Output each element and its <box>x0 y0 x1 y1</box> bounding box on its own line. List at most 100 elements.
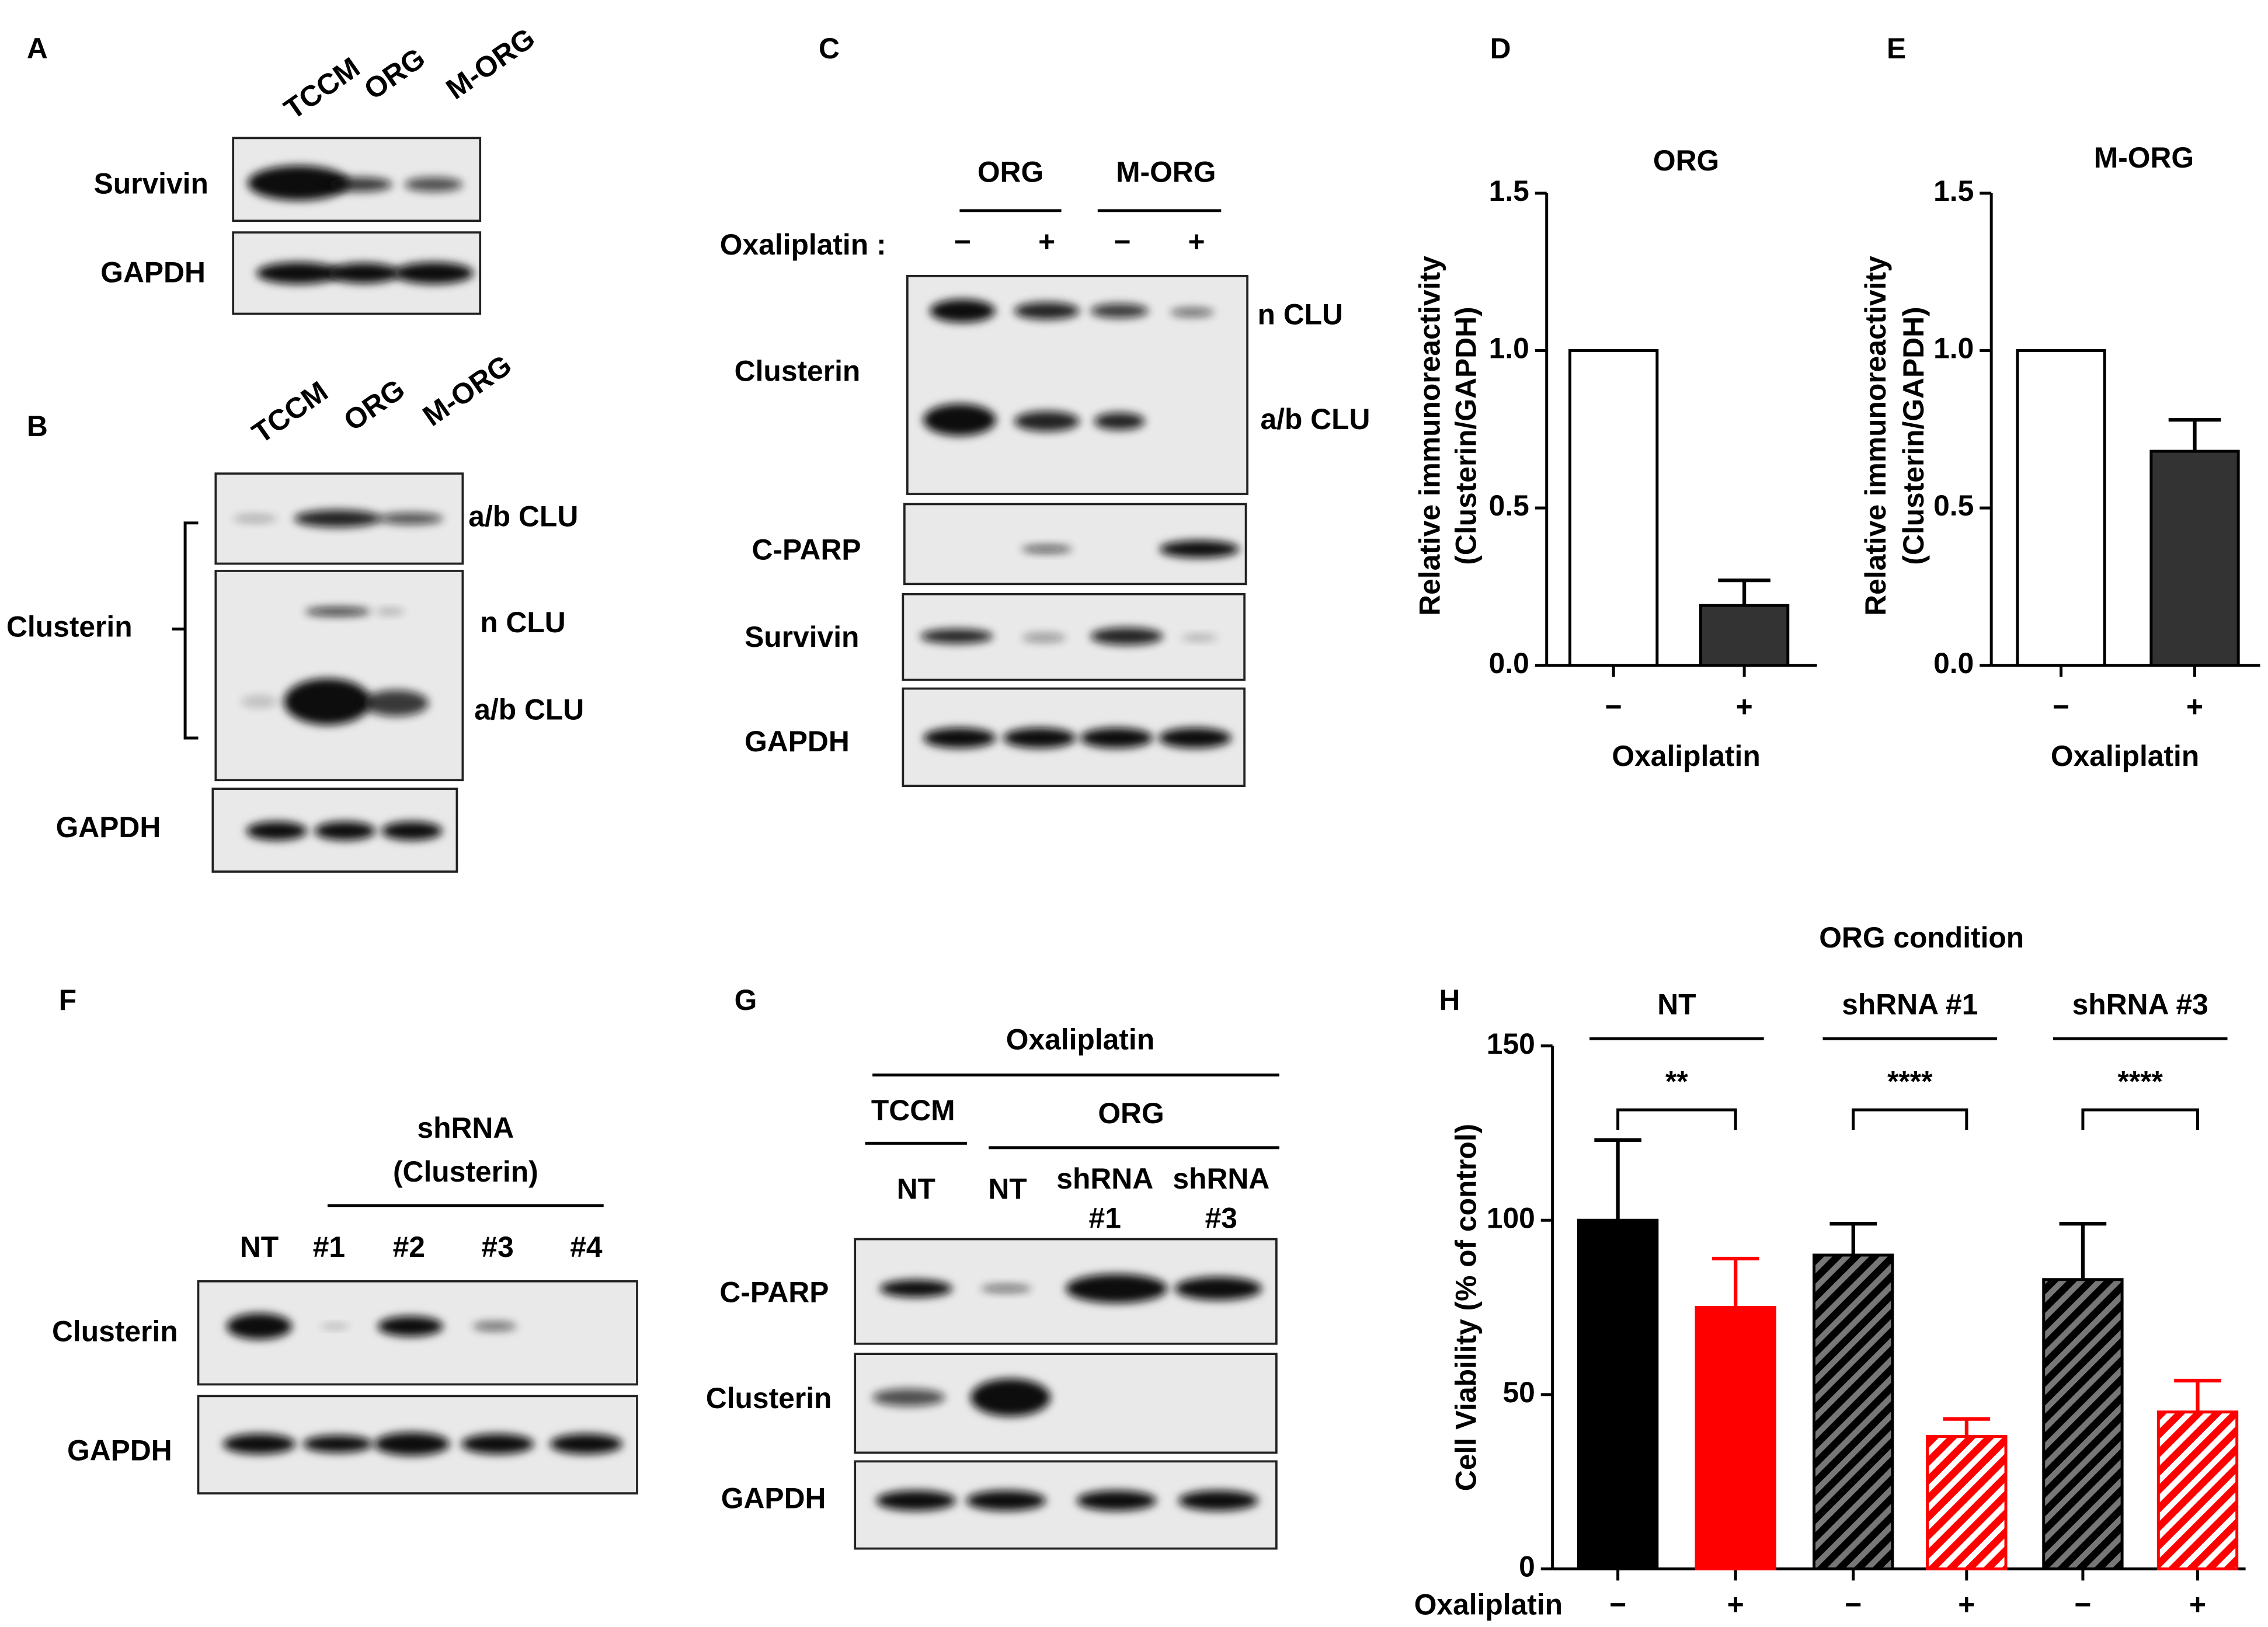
significance-label: ** <box>1665 1065 1688 1098</box>
band <box>1181 635 1218 641</box>
band <box>248 165 350 201</box>
band <box>872 1388 945 1406</box>
significance-bracket <box>2081 1108 2199 1130</box>
error-bar <box>1718 579 1770 606</box>
band <box>980 1284 1032 1292</box>
band <box>1159 540 1240 558</box>
bar <box>1813 1253 1894 1570</box>
band <box>923 403 996 436</box>
significance-bracket <box>1852 1108 1968 1130</box>
chart-title: ORG <box>1653 144 1719 177</box>
band-label: a/b CLU <box>468 500 578 532</box>
bar <box>2156 1410 2239 1570</box>
panel-letter: E <box>1887 32 1906 65</box>
x-axis-title: Oxaliplatin <box>2051 740 2199 772</box>
blot <box>214 570 464 782</box>
row-label: C-PARP <box>752 534 861 566</box>
group-label: ORG <box>978 156 1043 189</box>
y-tick-label: 0.5 <box>1489 489 1529 522</box>
x-axis-title: Oxaliplatin <box>1612 740 1760 772</box>
band <box>1159 727 1232 748</box>
lane-label: #2 <box>393 1231 425 1263</box>
y-axis-title: Cell Viability (% of control) <box>1449 1124 1482 1491</box>
lane-label: shRNA <box>1173 1162 1269 1195</box>
panel-letter: C <box>819 32 840 65</box>
group-label: NT <box>1657 988 1696 1021</box>
band <box>363 689 429 716</box>
band <box>1022 633 1066 642</box>
band <box>256 262 341 284</box>
band <box>246 821 308 841</box>
y-axis-title: Relative immunoreactivity <box>1413 256 1446 616</box>
y-tick-label: 100 <box>1487 1201 1535 1234</box>
significance-label: **** <box>2117 1065 2163 1098</box>
band <box>1014 411 1080 432</box>
y-tick-label: 1.5 <box>1933 175 1974 207</box>
panel-letter: G <box>735 984 757 1016</box>
header-label: shRNA <box>417 1112 514 1144</box>
band <box>1003 727 1076 748</box>
band <box>472 1322 517 1331</box>
chart-title: M-ORG <box>2094 141 2194 174</box>
sign-label: − <box>1114 225 1131 258</box>
band <box>222 1434 296 1454</box>
band <box>284 678 371 725</box>
y-tick-label: 0 <box>1519 1551 1535 1583</box>
blot <box>854 1353 1278 1454</box>
bar <box>2016 349 2106 667</box>
error-bar <box>2059 1222 2107 1280</box>
row-label: Survivin <box>745 621 859 653</box>
band <box>1021 545 1073 553</box>
band <box>876 1490 956 1511</box>
panel-letter: B <box>27 410 48 443</box>
band-label: n CLU <box>480 606 565 639</box>
treatment-label: Oxaliplatin : <box>720 228 886 261</box>
x-axis-title: Oxaliplatin <box>1414 1588 1563 1621</box>
y-tick-label: 150 <box>1487 1027 1535 1060</box>
band <box>1066 1274 1168 1304</box>
group-label: shRNA #1 <box>1842 988 1978 1021</box>
y-tick-label: 0.0 <box>1933 647 1974 680</box>
band <box>320 1324 350 1329</box>
y-axis-title: Relative immunoreactivity <box>1859 256 1892 616</box>
panel-letter: A <box>27 32 48 65</box>
band <box>326 177 392 192</box>
band <box>1094 412 1145 430</box>
band <box>930 299 996 323</box>
bar <box>1699 604 1790 667</box>
band <box>404 177 463 192</box>
significance-bracket <box>1616 1108 1737 1130</box>
band <box>1090 627 1163 645</box>
band <box>549 1434 623 1454</box>
panel-letter: F <box>59 984 76 1016</box>
lane-label: NT <box>988 1173 1027 1206</box>
group-label: TCCM <box>871 1094 955 1127</box>
error-bar <box>1712 1256 1759 1308</box>
group-label: ORG <box>1098 1097 1164 1130</box>
error-bar <box>2174 1378 2221 1412</box>
y-axis-title: (Clusterin/GAPDH) <box>1449 306 1482 565</box>
x-tick-label: − <box>2074 1588 2091 1621</box>
x-tick-label: − <box>1845 1588 1862 1621</box>
row-label: GAPDH <box>56 811 161 844</box>
sign-label: − <box>954 225 971 258</box>
band <box>1076 1490 1157 1511</box>
error-bar <box>2168 418 2221 452</box>
chart-title: ORG condition <box>1819 921 2024 954</box>
y-tick-label: 1.0 <box>1489 332 1529 365</box>
row-label: GAPDH <box>745 725 850 758</box>
band <box>302 1435 373 1453</box>
x-tick-label: − <box>1609 1588 1626 1621</box>
x-tick-label: + <box>2186 690 2203 723</box>
bar <box>1568 349 1659 667</box>
band <box>381 821 443 841</box>
band <box>305 607 371 616</box>
bar <box>1577 1218 1659 1570</box>
x-tick-label: + <box>1736 690 1753 723</box>
band-label: n CLU <box>1258 298 1343 331</box>
band-label: a/b CLU <box>1260 403 1370 436</box>
band <box>1174 1277 1262 1301</box>
sign-label: + <box>1038 225 1055 258</box>
y-tick-label: 1.5 <box>1489 175 1529 207</box>
x-tick-label: + <box>2189 1588 2206 1621</box>
